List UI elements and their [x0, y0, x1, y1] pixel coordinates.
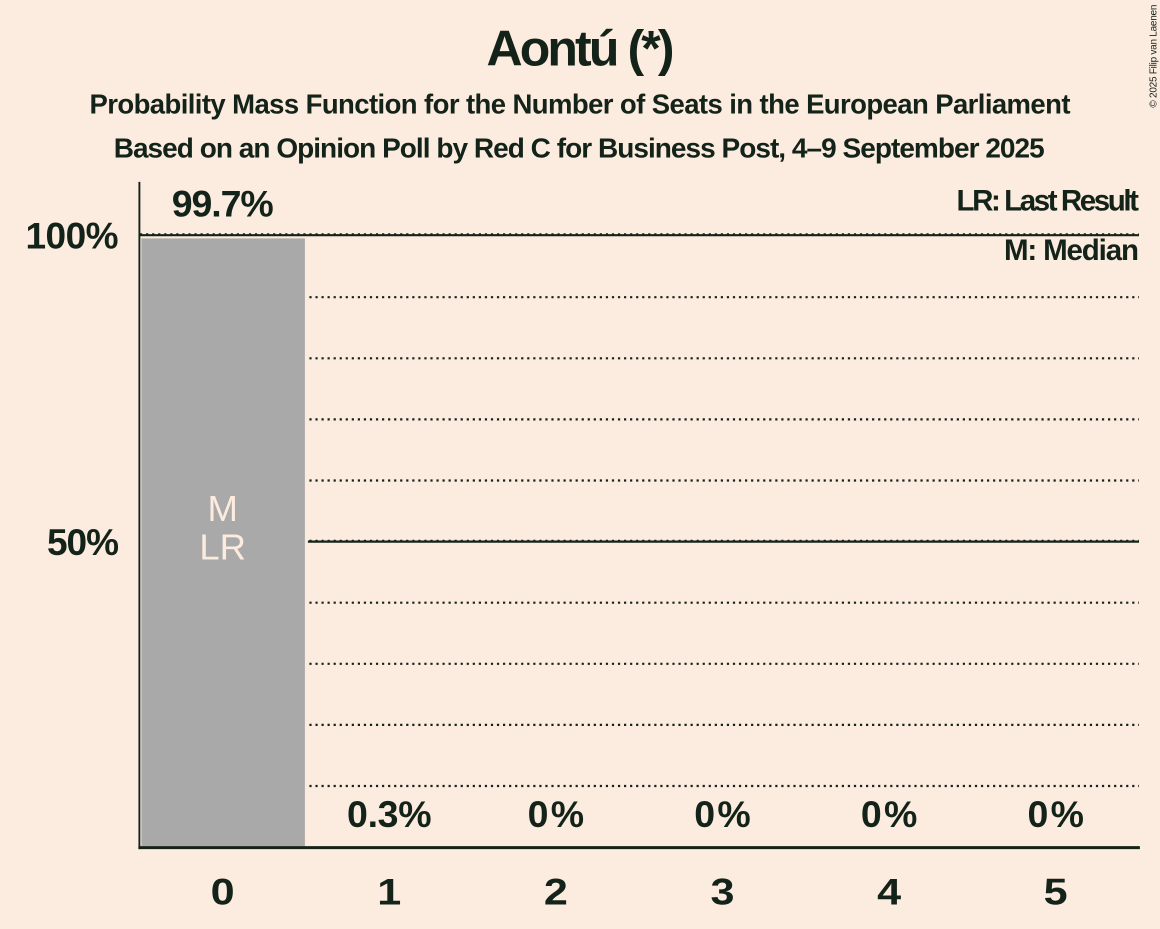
svg-text:0%: 0%: [694, 793, 751, 835]
svg-text:M: M: [207, 488, 237, 529]
svg-text:Probability Mass Function for: Probability Mass Function for the Number…: [90, 88, 1071, 119]
svg-text:5: 5: [1044, 871, 1068, 913]
svg-text:50%: 50%: [47, 522, 119, 563]
svg-text:99.7%: 99.7%: [172, 182, 274, 224]
svg-text:LR: Last Result: LR: Last Result: [957, 184, 1140, 217]
svg-text:4: 4: [877, 871, 901, 913]
svg-text:LR: LR: [199, 526, 246, 567]
svg-text:M: Median: M: Median: [1004, 234, 1139, 267]
svg-text:0%: 0%: [528, 793, 585, 835]
svg-text:Aontú (*): Aontú (*): [487, 20, 675, 76]
svg-text:Based on an Opinion Poll by Re: Based on an Opinion Poll by Red C for Bu…: [114, 132, 1045, 163]
svg-text:100%: 100%: [26, 215, 119, 256]
svg-text:2: 2: [544, 871, 568, 913]
svg-text:0%: 0%: [861, 793, 918, 835]
svg-text:1: 1: [377, 871, 401, 913]
svg-text:0.3%: 0.3%: [347, 793, 432, 835]
svg-text:0%: 0%: [1027, 793, 1084, 835]
svg-text:0: 0: [211, 871, 235, 913]
svg-text:3: 3: [711, 871, 735, 913]
svg-text:© 2025 Filip van Laenen: © 2025 Filip van Laenen: [1149, 5, 1160, 108]
